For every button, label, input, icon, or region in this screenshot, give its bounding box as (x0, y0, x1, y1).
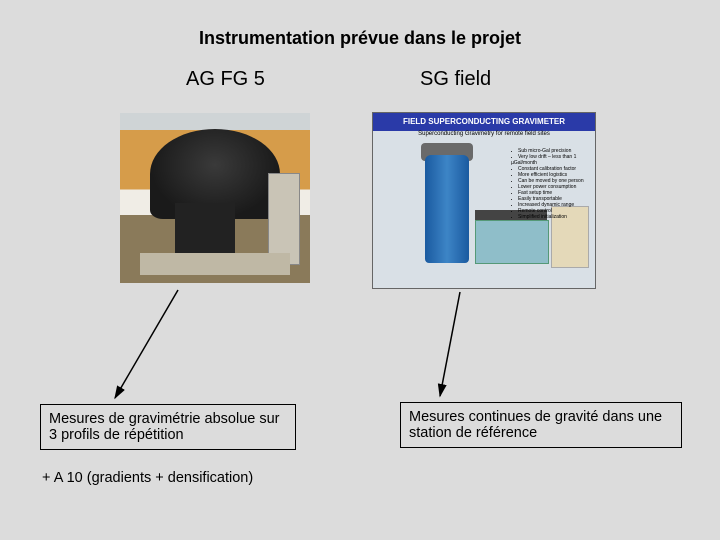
rack-shape (268, 173, 300, 265)
sg-bullet-item: Very low drift – less than 1 µGal/month (511, 154, 591, 166)
right-caption-box: Mesures continues de gravité dans une st… (400, 402, 682, 448)
right-caption-text: Mesures continues de gravité dans une st… (409, 409, 662, 441)
sg-bullet-item: Simplified initialization (511, 214, 591, 220)
console-shape (475, 220, 549, 264)
sg-figure-header: FIELD SUPERCONDUCTING GRAVIMETER (373, 113, 595, 131)
arrow-right (440, 292, 460, 396)
sg-figure-subheader: Superconducting Gravimetry for remote fi… (373, 131, 595, 141)
left-caption-box: Mesures de gravimétrie absolue sur 3 pro… (40, 404, 296, 450)
ground-slab-shape (140, 253, 290, 275)
sg-field-figure: FIELD SUPERCONDUCTING GRAVIMETER Superco… (372, 112, 596, 289)
left-column-label: AG FG 5 (186, 68, 265, 91)
sg-bullet-list: Sub micro-Gal precisionVery low drift – … (471, 148, 591, 220)
right-column-label: SG field (420, 68, 491, 91)
slide-title: Instrumentation prévue dans le projet (0, 28, 720, 49)
arrows-svg (0, 0, 720, 540)
gravimeter-cylinder-shape (425, 155, 469, 263)
left-extra-line: + A 10 (gradients + densification) (42, 470, 253, 486)
left-caption-text: Mesures de gravimétrie absolue sur 3 pro… (49, 411, 280, 443)
arrow-left (115, 290, 178, 398)
ag-fg5-photo (120, 113, 310, 283)
